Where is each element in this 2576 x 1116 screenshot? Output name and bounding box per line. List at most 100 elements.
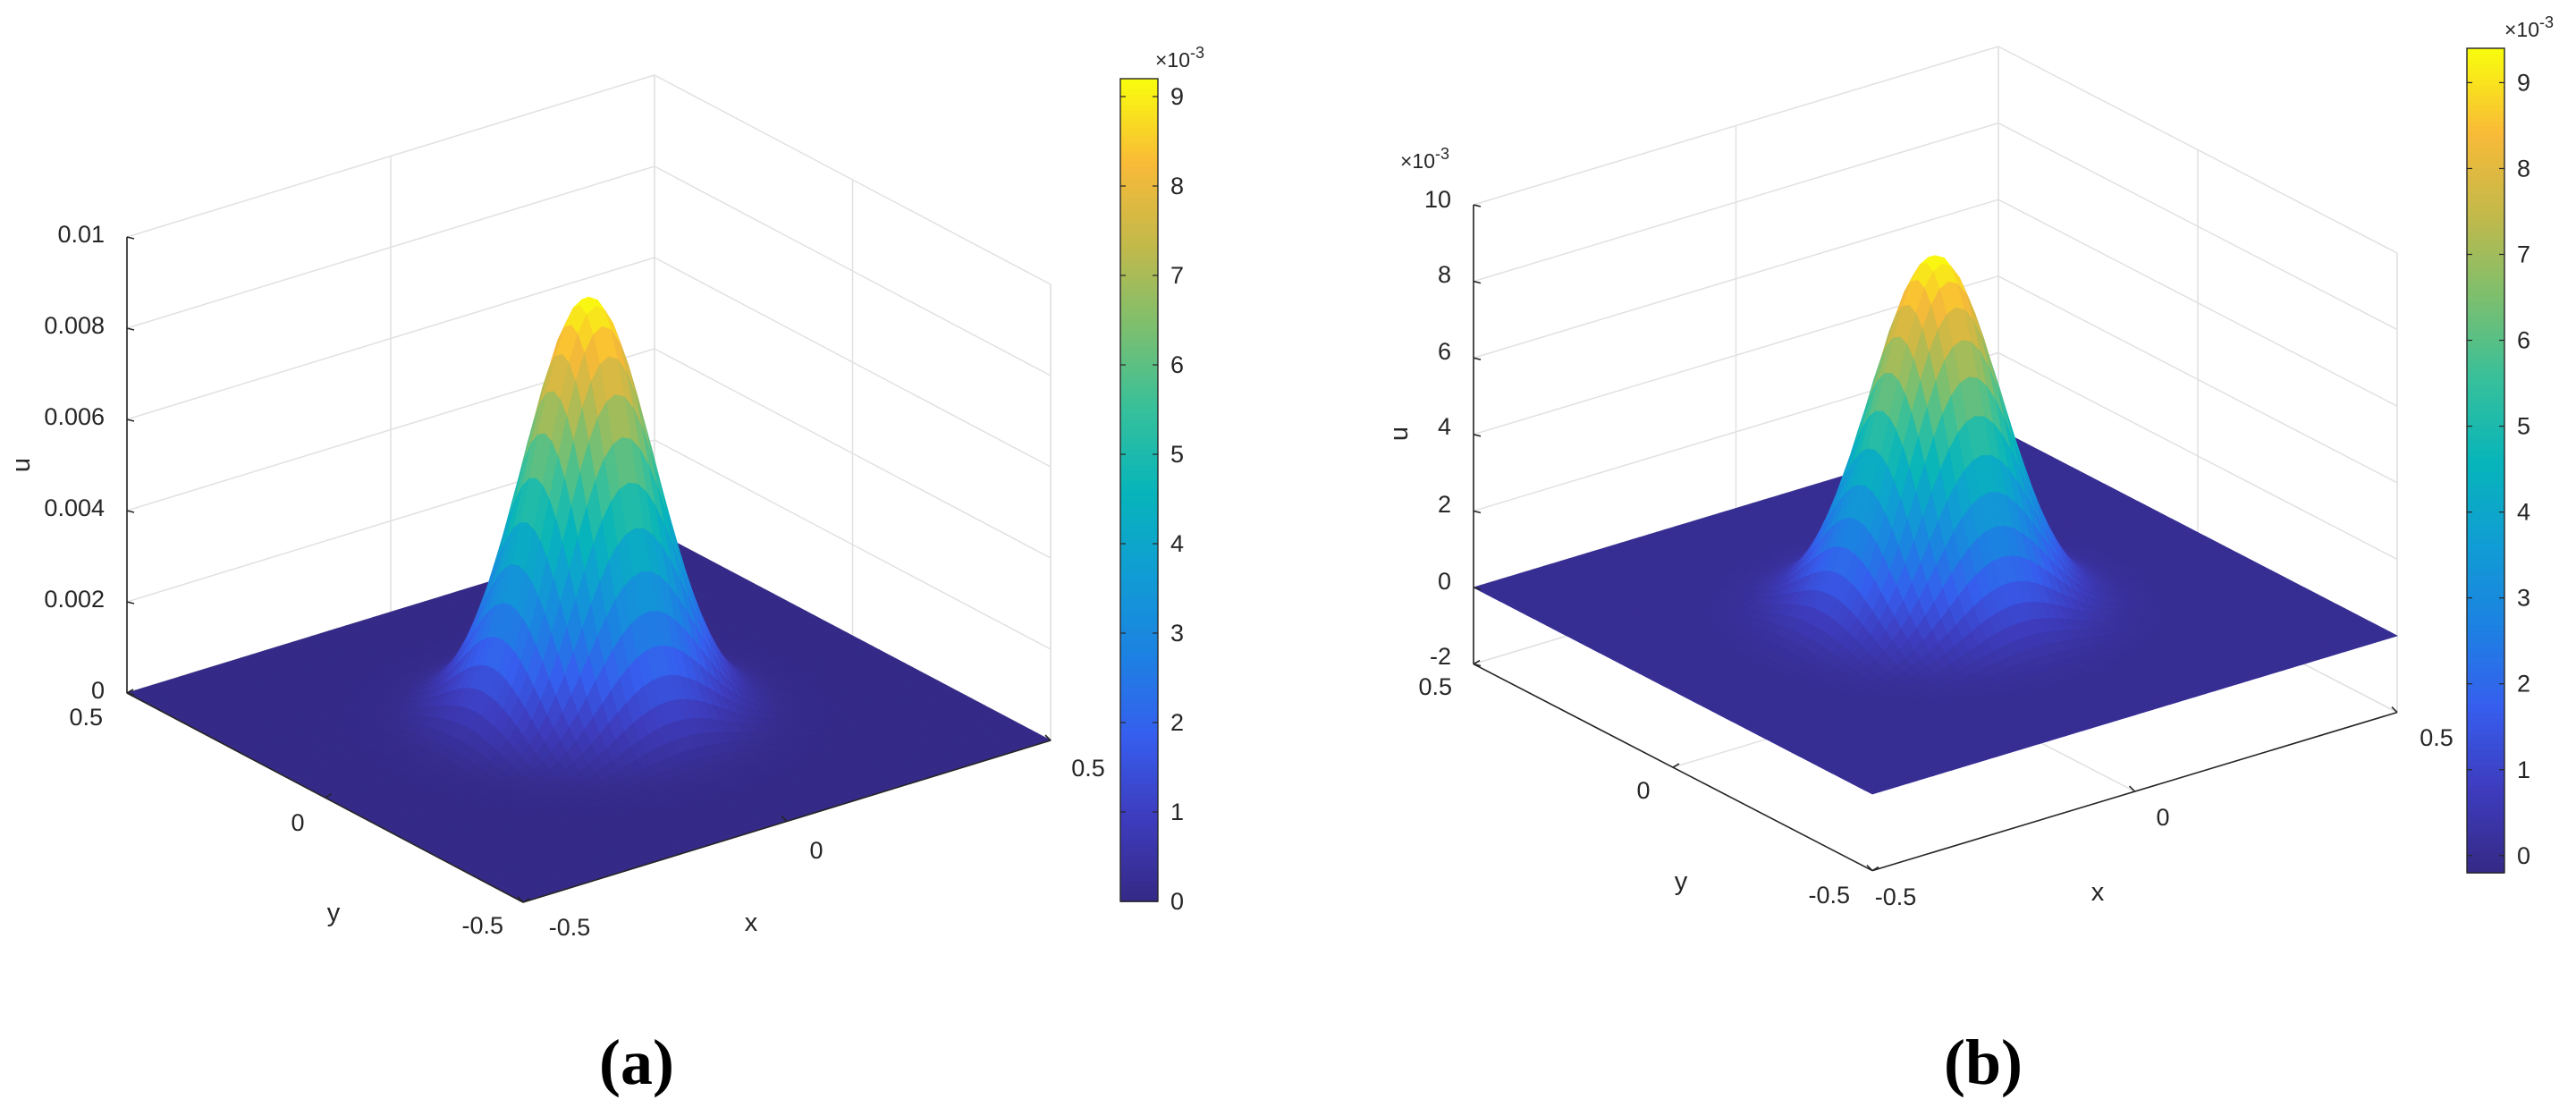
panel-a-y-label: y <box>327 899 341 927</box>
panel-a-y-tick: 0.5 <box>69 704 103 731</box>
panel-a-z-tick: 0.004 <box>44 495 105 521</box>
colorbar-segment <box>1120 721 1158 728</box>
colorbar-segment <box>1120 397 1158 404</box>
colorbar-segment <box>1120 634 1158 640</box>
colorbar-segment <box>1120 752 1158 758</box>
colorbar-segment <box>1120 567 1158 573</box>
colorbar-segment <box>1120 367 1158 373</box>
colorbar-segment <box>1120 675 1158 681</box>
colorbar-segment <box>1120 99 1158 106</box>
colorbar-segment <box>1120 680 1158 687</box>
colorbar-segment <box>1120 700 1158 707</box>
colorbar-segment <box>1120 706 1158 713</box>
colorbar-segment <box>1120 536 1158 543</box>
colorbar-segment <box>1120 284 1158 291</box>
colorbar-segment <box>1120 664 1158 672</box>
colorbar-segment <box>1120 258 1158 265</box>
colorbar-segment <box>1120 474 1158 481</box>
colorbar-segment <box>1120 495 1158 502</box>
colorbar-segment <box>1120 438 1158 445</box>
colorbar-segment <box>1120 511 1158 517</box>
colorbar-segment <box>1120 294 1158 301</box>
panel-a-y-tick: 0 <box>291 809 304 836</box>
panel-a-z-tick: 0 <box>91 677 105 704</box>
colorbar-segment <box>1120 577 1158 584</box>
colorbar-segment <box>1120 505 1158 512</box>
panel-a-caption: (a) <box>599 1027 674 1098</box>
colorbar-segment <box>1120 762 1158 769</box>
colorbar-segment <box>1120 120 1158 126</box>
colorbar-segment <box>1120 264 1158 270</box>
z-tick-mark <box>126 510 135 513</box>
colorbar-segment <box>1120 711 1158 717</box>
colorbar-segment <box>1120 844 1158 851</box>
colorbar-segment <box>1120 94 1158 100</box>
colorbar-segment <box>1120 238 1158 244</box>
colorbar-segment <box>1120 79 1158 85</box>
colorbar-segment <box>1120 865 1158 872</box>
colorbar-segment <box>1120 526 1158 532</box>
colorbar-segment <box>1120 588 1158 594</box>
colorbar-segment <box>1120 387 1158 393</box>
colorbar-segment <box>1120 618 1158 625</box>
colorbar-segment <box>1120 531 1158 537</box>
colorbar-segment <box>1120 279 1158 285</box>
colorbar-segment <box>1120 593 1158 599</box>
colorbar-tick-label: 7 <box>1170 262 1184 289</box>
colorbar-segment <box>1120 515 1158 522</box>
z-tick-mark <box>126 327 135 331</box>
colorbar-tick-label: 9 <box>1170 83 1184 110</box>
colorbar-segment <box>1120 346 1158 352</box>
colorbar-segment <box>1120 793 1158 799</box>
colorbar-segment <box>1120 408 1158 414</box>
colorbar-segment <box>1120 870 1158 877</box>
colorbar-segment <box>1120 156 1158 162</box>
colorbar-segment <box>1120 597 1158 604</box>
colorbar-segment <box>1120 186 1158 193</box>
colorbar-segment <box>1120 829 1158 836</box>
colorbar-segment <box>1120 232 1158 240</box>
colorbar-segment <box>1120 182 1158 188</box>
colorbar-segment <box>1120 659 1158 666</box>
panel-a-z-label: u <box>7 458 36 472</box>
colorbar-segment <box>1120 356 1158 363</box>
colorbar-segment <box>1120 89 1158 96</box>
colorbar-segment <box>1120 223 1158 229</box>
z-tick-mark <box>126 418 135 422</box>
colorbar-segment <box>1120 335 1158 342</box>
panel-a-x-tick: 0 <box>809 837 823 864</box>
colorbar-segment <box>1120 459 1158 466</box>
colorbar-segment <box>1120 83 1158 90</box>
colorbar-segment <box>1120 433 1158 440</box>
colorbar-segment <box>1120 685 1158 692</box>
colorbar-segment <box>1120 150 1158 157</box>
colorbar-segment <box>1120 130 1158 137</box>
colorbar-segment <box>1120 541 1158 548</box>
colorbar-segment <box>1120 808 1158 816</box>
colorbar-segment <box>1120 840 1158 846</box>
colorbar-segment <box>1120 104 1158 111</box>
colorbar-tick-label: 6 <box>1170 351 1184 378</box>
colorbar-tick-label: 8 <box>1170 173 1184 199</box>
colorbar-tick-label: 0 <box>1170 888 1184 915</box>
colorbar-segment <box>1120 552 1158 558</box>
colorbar-segment <box>1120 330 1158 337</box>
colorbar-segment <box>1120 824 1158 831</box>
colorbar-segment <box>1120 546 1158 553</box>
colorbar-segment <box>1120 603 1158 610</box>
colorbar-segment <box>1120 227 1158 234</box>
colorbar-segment <box>1120 556 1158 563</box>
panel-a-z-tick: 0.01 <box>57 221 105 248</box>
colorbar-segment <box>1120 500 1158 507</box>
colorbar-segment <box>1120 464 1158 470</box>
colorbar-segment <box>1120 212 1158 219</box>
colorbar-segment <box>1120 613 1158 620</box>
colorbar-segment <box>1120 716 1158 723</box>
colorbar-segment <box>1120 726 1158 733</box>
colorbar-segment <box>1120 891 1158 898</box>
colorbar-segment <box>1120 855 1158 861</box>
panel-a-x-tick: -0.5 <box>549 914 591 941</box>
colorbar-segment <box>1120 638 1158 646</box>
colorbar-segment <box>1120 741 1158 748</box>
